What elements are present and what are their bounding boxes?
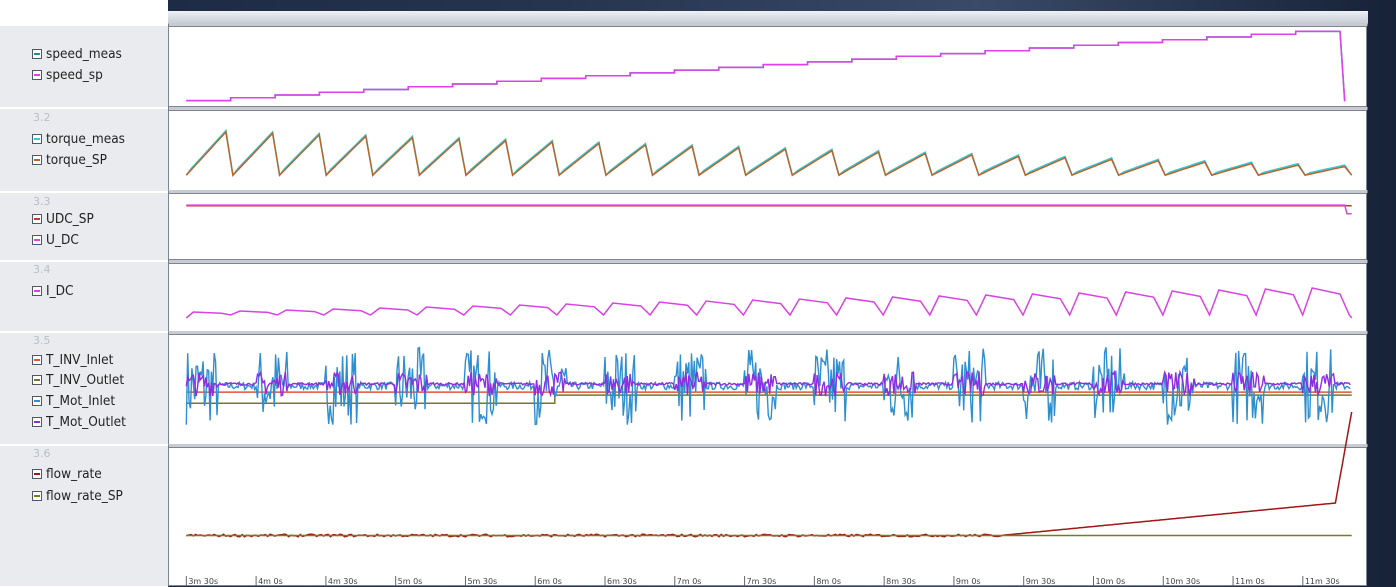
legend-label: torque_SP xyxy=(46,152,107,168)
x-tick-label: 4m 0s xyxy=(258,577,283,586)
series-toggle-icon[interactable] xyxy=(32,491,42,501)
legend-label: T_INV_Outlet xyxy=(46,372,125,388)
x-tick-label: 10m 0s xyxy=(1095,577,1125,586)
x-tick-label: 11m 30s xyxy=(1305,577,1340,586)
x-tick-label: 7m 0s xyxy=(677,577,702,586)
x-tick-label: 8m 0s xyxy=(816,577,841,586)
legend-item-torque-sp[interactable]: torque_SP xyxy=(32,151,107,169)
legend-panel-3: 3.3 UDC_SP U_DC xyxy=(0,193,168,261)
series-line-U_DC[interactable] xyxy=(186,204,1352,215)
x-tick-label: 4m 30s xyxy=(328,577,358,586)
x-tick-label: 6m 0s xyxy=(537,577,562,586)
x-tick-label: 9m 30s xyxy=(1026,577,1056,586)
chart-panel-6[interactable] xyxy=(168,411,1368,586)
series-line-T_Mot_Outlet[interactable] xyxy=(185,369,1351,398)
panel-separator[interactable] xyxy=(168,107,1368,110)
legend-item-t-inv-outlet[interactable]: T_INV_Outlet xyxy=(32,371,124,389)
panel-separator[interactable] xyxy=(168,23,1368,26)
panel-frame xyxy=(168,26,1367,107)
x-tick-label: 11m 0s xyxy=(1235,577,1265,586)
series-line-torque_meas[interactable] xyxy=(185,128,1353,178)
legend-label: T_Mot_Outlet xyxy=(46,414,126,430)
panel-frame xyxy=(168,193,1367,260)
legend-item-speed-meas[interactable]: speed_meas xyxy=(32,45,122,63)
panel-separator[interactable] xyxy=(168,331,1368,334)
legend-item-flow-rate-sp[interactable]: flow_rate_SP xyxy=(32,487,123,505)
x-tick-label: 8m 30s xyxy=(886,577,916,586)
series-line-T_INV_Outlet[interactable] xyxy=(186,394,1352,405)
legend-panel-2: 3.2 torque_meas torque_SP xyxy=(0,109,168,192)
x-tick-label: 5m 0s xyxy=(398,577,423,586)
legend-label: T_Mot_Inlet xyxy=(46,393,116,409)
legend-item-torque-meas[interactable]: torque_meas xyxy=(32,130,125,148)
series-toggle-icon[interactable] xyxy=(32,70,42,80)
series-toggle-icon[interactable] xyxy=(32,355,42,365)
legend-item-udc-sp[interactable]: UDC_SP xyxy=(32,210,94,228)
panel-separator[interactable] xyxy=(168,190,1368,193)
x-tick-label: 5m 30s xyxy=(467,577,497,586)
series-toggle-icon[interactable] xyxy=(32,214,42,224)
series-toggle-icon[interactable] xyxy=(32,134,42,144)
legend-item-t-mot-inlet[interactable]: T_Mot_Inlet xyxy=(32,392,115,410)
panel-separator[interactable] xyxy=(168,260,1368,263)
legend-label: U_DC xyxy=(46,232,79,248)
series-toggle-icon[interactable] xyxy=(32,417,42,427)
plot-area[interactable]: 3m 30s 4m 0s 4m 30s 5m 0s 5m 30s 6m 0s 6m 30s 7… xyxy=(168,0,1368,587)
legend-item-flow-rate[interactable]: flow_rate xyxy=(32,465,102,483)
series-line-speed_sp[interactable] xyxy=(186,30,1346,102)
x-tick-label: 3m 30s xyxy=(188,577,218,586)
chart-panel-5[interactable] xyxy=(168,331,1368,445)
legend-item-speed-sp[interactable]: speed_sp xyxy=(32,66,103,84)
legend-panel-4: 3.4 I_DC xyxy=(0,262,168,332)
series-toggle-icon[interactable] xyxy=(32,155,42,165)
legend-label: speed_sp xyxy=(46,67,103,83)
chart-panel-3[interactable] xyxy=(168,190,1368,260)
legend-label: flow_rate_SP xyxy=(46,488,123,504)
legend-label: I_DC xyxy=(46,283,74,299)
panel-frame xyxy=(168,263,1367,332)
chart-panel-1[interactable] xyxy=(168,23,1368,107)
chart-panel-2[interactable] xyxy=(168,107,1368,191)
x-tick-label: 9m 0s xyxy=(956,577,981,586)
series-toggle-icon[interactable] xyxy=(32,49,42,59)
legend-item-t-mot-outlet[interactable]: T_Mot_Outlet xyxy=(32,413,126,431)
legend-label: torque_meas xyxy=(46,131,125,147)
series-toggle-icon[interactable] xyxy=(32,235,42,245)
panel-frame xyxy=(168,447,1367,586)
series-toggle-icon[interactable] xyxy=(32,396,42,406)
legend-item-i-dc[interactable]: I_DC xyxy=(32,282,74,300)
x-tick-label: 10m 30s xyxy=(1165,577,1200,586)
panel-separator[interactable] xyxy=(168,444,1368,447)
series-toggle-icon[interactable] xyxy=(32,469,42,479)
x-axis: 3m 30s 4m 0s 4m 30s 5m 0s 5m 30s 6m 0s 6m 30s 7… xyxy=(185,576,1340,586)
series-line-torque_SP[interactable] xyxy=(185,130,1353,177)
x-tick-label: 6m 30s xyxy=(607,577,637,586)
group-label: 3.6 xyxy=(33,447,51,460)
group-label: 3.4 xyxy=(33,263,51,276)
legend-item-t-inv-inlet[interactable]: T_INV_Inlet xyxy=(32,351,113,369)
series-toggle-icon[interactable] xyxy=(32,286,42,296)
series-line-I_DC[interactable] xyxy=(185,287,1353,319)
chart-panel-4[interactable] xyxy=(168,260,1368,332)
legend-label: T_INV_Inlet xyxy=(46,352,114,368)
group-label: 3.3 xyxy=(33,195,51,208)
legend-item-u-dc[interactable]: U_DC xyxy=(32,231,79,249)
legend-panel-6: 3.6 flow_rate flow_rate_SP xyxy=(0,446,168,587)
group-label: 3.5 xyxy=(33,334,51,347)
legend-label: UDC_SP xyxy=(46,211,94,227)
legend-panel-5: 3.5 T_INV_Inlet T_INV_Outlet T_Mot_Inlet… xyxy=(0,333,168,445)
legend-label: flow_rate xyxy=(46,466,102,482)
legend-panel-1: speed_meas speed_sp xyxy=(0,26,168,108)
x-tick-label: 7m 30s xyxy=(747,577,777,586)
series-toggle-icon[interactable] xyxy=(32,375,42,385)
group-label: 3.2 xyxy=(33,111,51,124)
panel-frame xyxy=(168,110,1367,191)
legend-label: speed_meas xyxy=(46,46,122,62)
